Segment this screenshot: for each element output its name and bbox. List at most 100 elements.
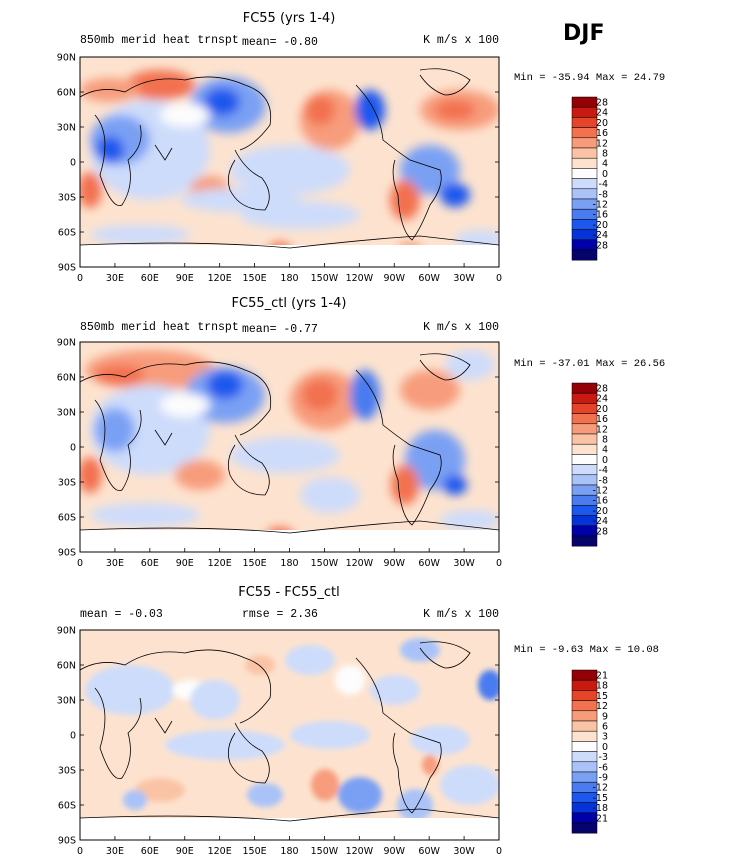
colorbar-label: 9	[602, 711, 608, 722]
x-tick-label: 120E	[208, 558, 232, 569]
colorbar-label: 20	[596, 404, 608, 415]
colorbar-label: 15	[596, 691, 608, 702]
colorbar-swatch	[571, 403, 598, 414]
colorbar-swatch	[571, 741, 598, 752]
colorbar-label: -12	[592, 200, 608, 211]
colorbar-swatch	[571, 382, 598, 394]
x-tick-label: 180	[280, 558, 298, 569]
x-tick-label: 30E	[106, 558, 124, 569]
x-tick-label: 30E	[106, 273, 124, 284]
map-field	[80, 57, 499, 267]
y-tick-label: 60S	[58, 801, 76, 812]
colorbar-swatch	[571, 137, 598, 149]
colorbar-label: 24	[596, 394, 608, 405]
y-tick-label: 90N	[57, 338, 76, 349]
colorbar-swatch	[571, 188, 598, 200]
x-tick-label: 60W	[418, 846, 440, 857]
colorbar-label: 0	[602, 455, 608, 466]
colorbar-label: -28	[592, 240, 608, 251]
x-tick-label: 90W	[384, 273, 406, 284]
colorbar-swatch	[571, 730, 598, 742]
colorbar-label: 16	[596, 414, 608, 425]
colorbar-swatch	[571, 178, 598, 190]
colorbar-label: 12	[596, 138, 608, 149]
x-tick-label: 150E	[243, 846, 267, 857]
x-tick-label: 120W	[346, 558, 374, 569]
panel-title: FC55 (yrs 1-4)	[243, 11, 336, 26]
colorbar-label: 3	[602, 732, 608, 743]
x-tick-label: 30W	[453, 273, 475, 284]
colorbar-label: -8	[599, 189, 608, 200]
x-tick-label: 30W	[453, 846, 475, 857]
panel-left-text: 850mb merid heat trnspt	[80, 321, 239, 334]
colorbar-swatch	[571, 700, 598, 712]
colorbar-label: 0	[602, 169, 608, 180]
y-tick-label: 90S	[58, 263, 76, 274]
x-tick-label: 90W	[384, 558, 406, 569]
x-tick-label: 30W	[453, 558, 475, 569]
colorbar-label: -28	[592, 526, 608, 537]
colorbar-swatch	[571, 690, 598, 701]
x-tick-label: 90E	[176, 273, 194, 284]
x-tick-label: 150W	[311, 273, 339, 284]
colorbar-label: 6	[602, 722, 608, 733]
colorbar-label: 8	[602, 435, 608, 446]
panel-difference: FC55 - FC55_ctl mean = -0.03 rmse = 2.36…	[57, 585, 659, 857]
x-tick-label: 0	[77, 846, 83, 857]
y-tick-label: 30S	[58, 766, 76, 777]
axis-ticks: 0 30E 60E 90E 120E 150E 180 150W 120W 90W 60W 30W 09…	[57, 338, 502, 570]
colorbar-swatch	[571, 751, 598, 763]
panel-units: K m/s x 100	[423, 608, 499, 621]
x-tick-label: 30E	[106, 846, 124, 857]
x-tick-label: 0	[496, 558, 502, 569]
coastlines	[79, 353, 500, 534]
colorbar-swatch	[571, 117, 598, 128]
axis-ticks: 0 30E 60E 90E 120E 150E 180 150W 120W 90W 60W 30W 09…	[57, 53, 502, 285]
colorbar-swatch	[571, 106, 598, 118]
colorbar-label: 28	[596, 384, 608, 395]
colorbar-label: 4	[602, 159, 608, 170]
colorbar-label: -3	[599, 752, 608, 763]
colorbar-label: -9	[599, 773, 608, 784]
colorbar-label: -15	[592, 793, 608, 804]
y-tick-label: 60N	[57, 373, 76, 384]
y-tick-label: 30S	[58, 478, 76, 489]
colorbar-swatch	[571, 822, 598, 834]
x-tick-label: 120E	[208, 846, 232, 857]
colorbar-label: -6	[599, 762, 608, 773]
colorbar-label: 8	[602, 149, 608, 160]
panel-stats: Min = -37.01 Max = 26.56	[514, 358, 665, 370]
x-tick-label: 60E	[141, 558, 159, 569]
y-tick-label: 60N	[57, 88, 76, 99]
colorbar-swatch	[571, 147, 598, 159]
colorbar-swatch	[571, 669, 598, 681]
panel-fc55: FC55 (yrs 1-4) 850mb merid heat trnspt m…	[57, 11, 665, 284]
colorbar-swatch	[571, 710, 598, 722]
y-tick-label: 60N	[57, 661, 76, 672]
colorbar-label: -24	[592, 516, 608, 527]
colorbar-swatches	[571, 669, 598, 834]
panel-stats: Min = -9.63 Max = 10.08	[514, 644, 659, 656]
x-tick-label: 60W	[418, 558, 440, 569]
x-tick-label: 0	[77, 273, 83, 284]
colorbar-swatch	[571, 96, 598, 108]
colorbar-label: 18	[596, 681, 608, 692]
y-tick-label: 0	[70, 443, 76, 454]
colorbar-label: 12	[596, 424, 608, 435]
colorbar-label: -4	[599, 465, 608, 476]
x-tick-label: 60W	[418, 273, 440, 284]
colorbar-swatch	[571, 454, 598, 465]
colorbar-label: 24	[596, 108, 608, 119]
x-tick-label: 0	[496, 273, 502, 284]
y-tick-label: 30N	[57, 123, 76, 134]
colorbar-label: -20	[592, 220, 608, 231]
coastlines	[79, 641, 500, 822]
panel-mean-text: mean= -0.80	[242, 36, 318, 49]
colorbar-swatch	[571, 443, 598, 455]
colorbar-label: -12	[592, 486, 608, 497]
